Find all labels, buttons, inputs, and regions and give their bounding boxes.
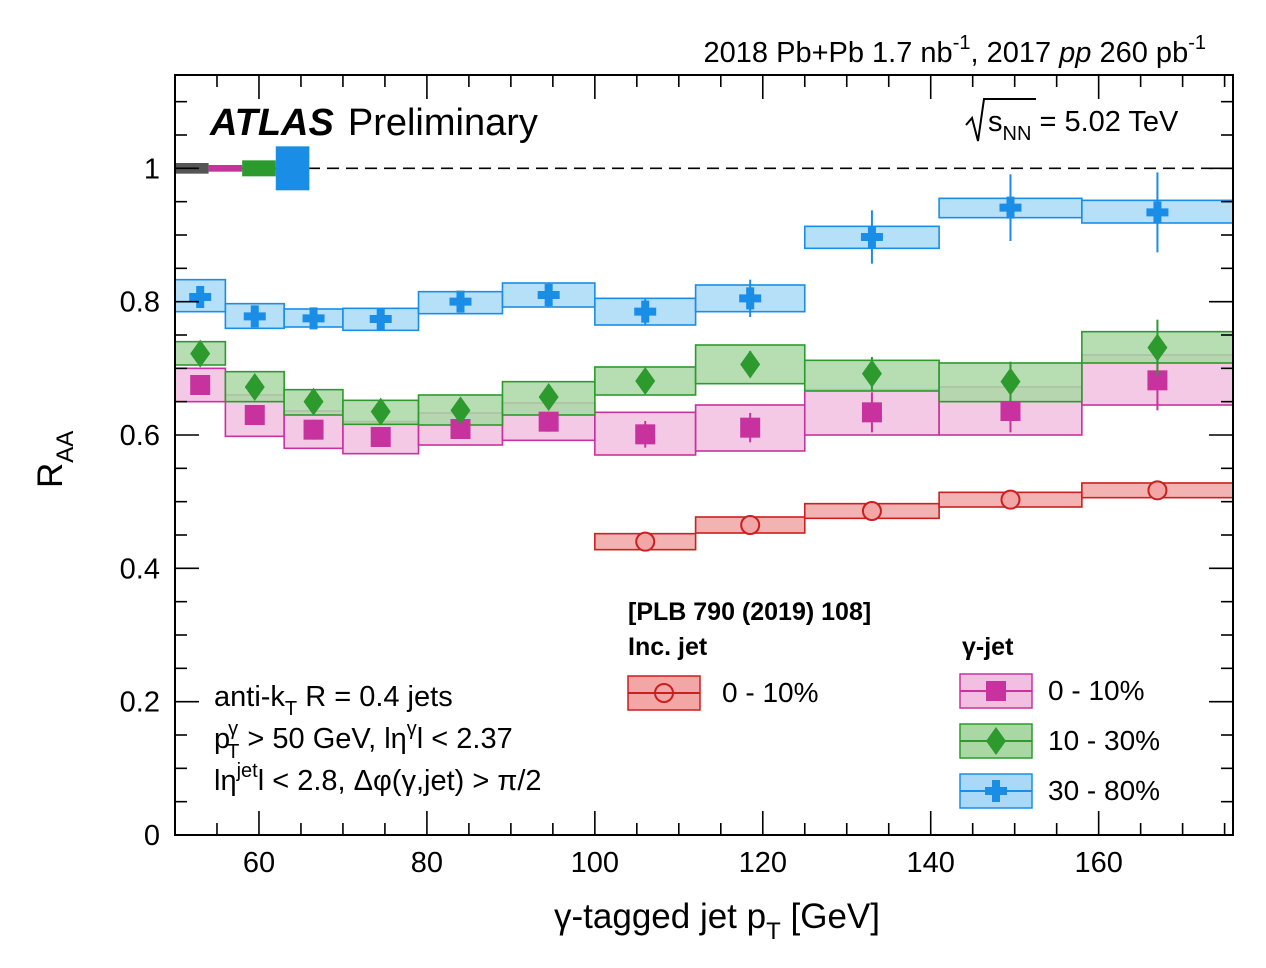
marker-c2-7 — [739, 287, 762, 310]
y-tick-label: 0.6 — [120, 420, 160, 452]
legend-marker-inc — [654, 683, 674, 703]
svg-text:pγT > 50 GeV, lηγl < 2.37: pγ T > 50 GeV, lηγl < 2.37 — [214, 718, 513, 763]
marker-c1-1 — [244, 373, 265, 401]
marker-incl-4 — [1147, 480, 1168, 501]
y-tick-label: 0.2 — [120, 687, 160, 719]
marker-c1-10 — [1147, 333, 1168, 362]
marker-c2-6 — [634, 300, 657, 323]
legend-marker-c2 — [985, 780, 1007, 802]
energy-label: sNN = 5.02 TeV — [965, 98, 1179, 145]
plot-frame — [174, 74, 1234, 836]
legend-entry-inc: 0 - 10% — [627, 675, 819, 711]
marker-incl-0 — [635, 531, 656, 552]
marker-c0-4 — [450, 419, 471, 439]
marker-incl-3 — [1000, 489, 1021, 510]
legend-label-c0: 0 - 10% — [1048, 675, 1145, 706]
marker-c0-8 — [861, 402, 882, 423]
x-axis-title: γ-tagged jet pT [GeV] — [554, 897, 880, 945]
marker-c2-3 — [369, 308, 392, 330]
marker-c2-1 — [243, 305, 266, 328]
normalization-box-c2 — [275, 146, 310, 191]
y-tick-label: 1 — [144, 153, 160, 185]
y-tick-label: 0 — [144, 820, 160, 852]
svg-text:anti-kT R = 0.4 jets: anti-kT R = 0.4 jets — [214, 681, 453, 720]
marker-c2-8 — [860, 226, 883, 248]
legend-marker-c0 — [986, 681, 1006, 701]
marker-c2-2 — [302, 307, 325, 330]
marker-c0-0 — [190, 375, 211, 395]
marker-c2-0 — [189, 286, 212, 308]
marker-c2-4 — [449, 290, 472, 313]
legend-entry-c0: 0 - 10% — [959, 673, 1145, 709]
marker-c1-2 — [303, 387, 324, 416]
legend-gamma-heading: γ-jet — [962, 633, 1014, 661]
marker-c1-0 — [190, 339, 211, 368]
marker-c0-7 — [740, 417, 761, 438]
axis-ticks: 60 80 100 120 140 160 0 0.2 0.4 0.6 0.8 1 — [120, 75, 1233, 879]
marker-c0-3 — [370, 427, 391, 447]
marker-c0-1 — [244, 405, 265, 425]
marker-c1-5 — [538, 383, 559, 411]
legend-label-c2: 30 - 80% — [1048, 775, 1160, 806]
marker-c1-3 — [370, 397, 391, 426]
normalization-box-c0 — [208, 165, 243, 172]
marker-incl-2 — [861, 501, 882, 521]
marker-c0-6 — [635, 424, 656, 445]
atlas-label: ATLAS Preliminary — [209, 102, 538, 144]
marker-c1-7 — [740, 350, 761, 379]
marker-incl-1 — [740, 515, 761, 535]
selection-text: anti-kT R = 0.4 jets pγ T > 50 GeV, lηγl … — [214, 681, 542, 797]
marker-c2-9 — [999, 196, 1022, 219]
marker-c1-9 — [1000, 367, 1021, 396]
y-axis-title: RAA — [31, 431, 79, 488]
legend-label-c1: 10 - 30% — [1048, 725, 1160, 756]
sqrt-symbol-icon — [965, 98, 1036, 142]
y-tick-label: 0.8 — [120, 287, 160, 319]
luminosity-label: 2018 Pb+Pb 1.7 nb-1, 2017 pp 260 pb-1 — [704, 32, 1206, 69]
x-tick-label: 160 — [1074, 847, 1122, 879]
plot-area — [174, 146, 1234, 552]
x-tick-label: 140 — [907, 847, 955, 879]
legend-entry-c2: 30 - 80% — [959, 773, 1160, 809]
x-tick-label: 80 — [411, 847, 443, 879]
legend-entry-c1: 10 - 30% — [959, 723, 1160, 759]
marker-c1-8 — [861, 359, 882, 388]
svg-text:sNN = 5.02 TeV: sNN = 5.02 TeV — [988, 106, 1179, 145]
y-tick-label: 0.4 — [120, 553, 160, 585]
legend-label-inc: 0 - 10% — [722, 677, 819, 708]
x-tick-label: 60 — [243, 847, 275, 879]
legend: [PLB 790 (2019) 108] Inc. jet γ-jet 0 - … — [627, 598, 1160, 809]
legend-inc-heading: Inc. jet — [628, 633, 708, 661]
marker-c0-10 — [1147, 370, 1168, 391]
marker-c0-9 — [1000, 401, 1021, 421]
marker-c2-10 — [1146, 201, 1169, 224]
marker-c1-4 — [450, 396, 471, 425]
marker-c1-6 — [635, 367, 656, 395]
x-tick-label: 120 — [739, 847, 787, 879]
x-tick-label: 100 — [571, 847, 619, 879]
marker-c0-5 — [538, 411, 559, 432]
marker-c2-5 — [537, 284, 560, 306]
legend-reference: [PLB 790 (2019) 108] — [628, 598, 871, 626]
svg-text:lηjetl < 2.8, Δφ(γ,jet) > π/2: lηjetl < 2.8, Δφ(γ,jet) > π/2 — [214, 760, 542, 797]
normalization-box-c1 — [242, 160, 276, 177]
marker-c0-2 — [303, 419, 324, 440]
legend-marker-c1 — [986, 727, 1006, 755]
